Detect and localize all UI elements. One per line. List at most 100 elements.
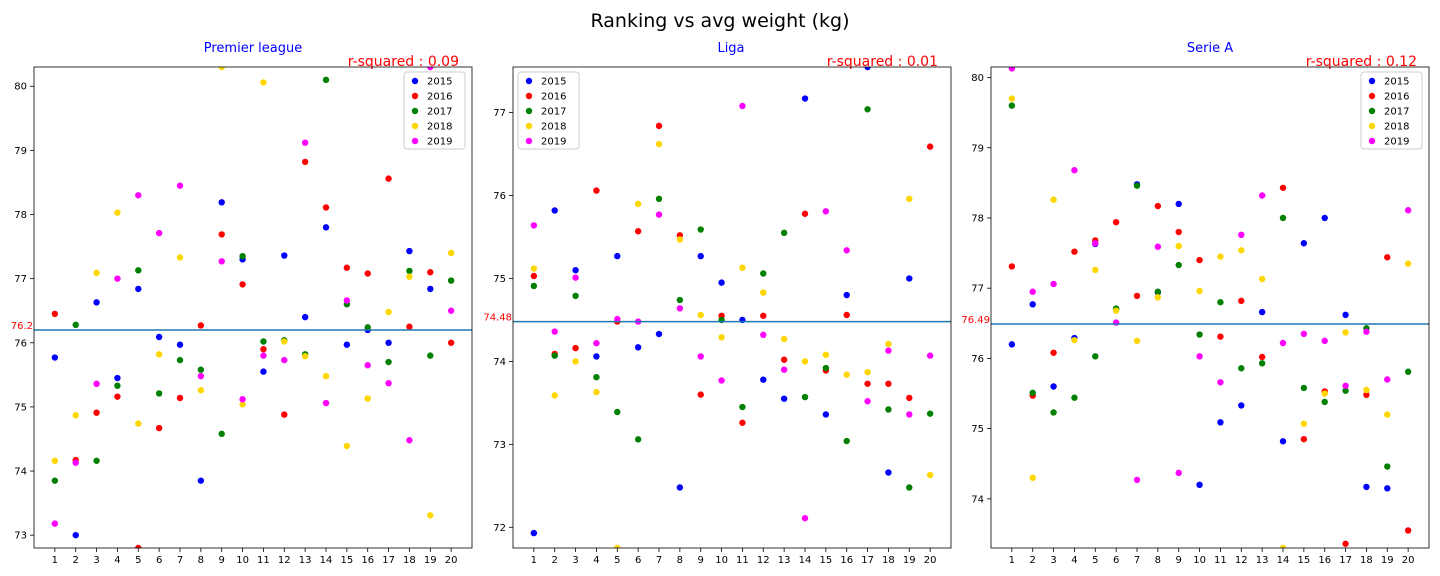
x-tick-label: 18	[1360, 555, 1373, 566]
point-2019-rank-20	[447, 307, 455, 314]
point-2016-rank-4	[114, 393, 121, 400]
mean-label: 74.48	[483, 313, 512, 324]
point-2015-rank-2	[551, 207, 558, 214]
point-2019-rank-16	[843, 247, 850, 254]
point-2015-rank-8	[676, 484, 684, 491]
point-2017-rank-7	[1133, 182, 1141, 189]
legend-marker-2019	[411, 137, 419, 145]
point-2019-rank-20	[926, 352, 934, 359]
point-2015-rank-1	[530, 529, 538, 537]
point-2019-rank-18	[1363, 328, 1370, 335]
point-2017-rank-1	[1008, 102, 1016, 109]
point-2018-rank-18	[885, 340, 892, 348]
point-2018-rank-16	[364, 395, 371, 402]
point-2018-rank-14	[322, 372, 330, 380]
point-2016-rank-6	[1112, 218, 1120, 226]
point-2019-rank-15	[1300, 330, 1308, 338]
point-2017-rank-2	[551, 352, 558, 359]
point-2015-rank-17	[864, 67, 871, 71]
point-2019-rank-5	[614, 315, 621, 323]
point-2016-rank-13	[780, 356, 788, 363]
point-2018-rank-17	[385, 308, 392, 316]
x-tick-label: 8	[677, 555, 683, 566]
point-2015-rank-4	[114, 374, 121, 382]
x-tick-label: 9	[698, 555, 704, 566]
point-2019-rank-8	[676, 305, 684, 312]
point-2018-rank-2	[1029, 474, 1036, 481]
point-2019-rank-16	[1321, 337, 1328, 345]
point-2019-rank-5	[1092, 240, 1099, 247]
point-2016-rank-19	[427, 269, 434, 276]
point-2015-rank-15	[1300, 240, 1308, 247]
y-tick-label: 79	[14, 146, 27, 157]
point-2018-rank-6	[155, 351, 163, 358]
x-tick-label: 1	[531, 555, 537, 566]
point-2016-rank-18	[406, 323, 413, 330]
point-2015-rank-9	[218, 199, 225, 206]
point-2018-rank-12	[281, 338, 288, 345]
y-tick-label: 75	[14, 402, 27, 413]
point-2019-rank-10	[718, 377, 725, 384]
point-2015-rank-18	[406, 247, 413, 255]
point-2019-rank-4	[114, 275, 121, 282]
point-2019-rank-1	[1008, 67, 1016, 72]
point-2018-rank-7	[176, 254, 184, 261]
point-2019-rank-20	[1404, 207, 1412, 214]
point-2019-rank-11	[260, 352, 267, 359]
point-2018-rank-6	[634, 200, 642, 208]
point-2016-rank-13	[1258, 353, 1266, 361]
x-tick-label: 3	[93, 555, 99, 566]
x-tick-label: 20	[924, 555, 937, 566]
r-squared-label: r-squared : 0.09	[348, 54, 459, 70]
legend-marker-2017	[525, 107, 533, 115]
x-tick-label: 13	[778, 555, 791, 566]
point-2016-rank-7	[655, 122, 663, 130]
point-2018-rank-20	[1404, 260, 1412, 267]
point-2019-rank-12	[281, 356, 288, 364]
point-2015-rank-14	[801, 95, 809, 102]
point-2017-rank-10	[1196, 331, 1203, 338]
legend-marker-2017	[1368, 107, 1376, 115]
point-2019-rank-7	[1133, 476, 1141, 484]
point-2018-rank-10	[1196, 287, 1203, 295]
x-tick-label: 17	[382, 555, 395, 566]
point-2018-rank-17	[1342, 329, 1349, 336]
point-2017-rank-20	[926, 410, 934, 417]
point-2015-rank-12	[760, 376, 767, 383]
point-2018-rank-4	[1071, 336, 1078, 344]
point-2015-rank-7	[176, 341, 184, 348]
point-2019-rank-3	[93, 380, 100, 388]
point-2015-rank-1	[51, 354, 59, 361]
point-2018-rank-15	[822, 351, 830, 358]
point-2016-rank-20	[447, 339, 455, 346]
x-tick-label: 20	[1402, 555, 1415, 566]
x-tick-label: 16	[1318, 555, 1331, 566]
point-2019-rank-11	[739, 102, 746, 110]
point-2018-rank-8	[676, 236, 684, 243]
point-2019-rank-14	[801, 514, 809, 522]
point-2015-rank-7	[655, 330, 663, 338]
point-2017-rank-3	[572, 292, 579, 300]
point-2018-rank-15	[343, 442, 351, 450]
point-2018-rank-1	[1008, 95, 1016, 102]
point-2017-rank-3	[1050, 409, 1057, 416]
point-2018-rank-9	[218, 67, 225, 71]
point-2018-rank-3	[572, 358, 579, 365]
point-2015-rank-11	[260, 368, 267, 375]
point-2019-rank-16	[364, 362, 371, 369]
point-2016-rank-15	[343, 264, 351, 271]
point-2019-rank-4	[1071, 167, 1078, 174]
point-2017-rank-5	[1092, 353, 1099, 360]
point-2018-rank-7	[655, 140, 663, 148]
x-tick-label: 4	[114, 555, 120, 566]
point-2015-rank-12	[281, 252, 288, 259]
legend-box	[403, 71, 466, 150]
point-2016-rank-10	[239, 281, 246, 288]
point-2017-rank-18	[406, 267, 413, 275]
point-2019-rank-15	[343, 297, 351, 304]
point-2015-rank-2	[1029, 301, 1036, 308]
legend-label-2018: 2018	[541, 122, 566, 133]
point-2019-rank-10	[1196, 353, 1203, 360]
point-2018-rank-4	[593, 388, 600, 396]
